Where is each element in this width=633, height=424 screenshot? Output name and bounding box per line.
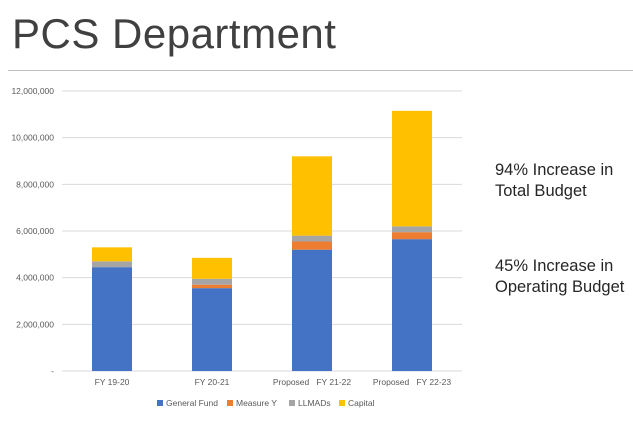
bars [92,110,432,371]
bar-segment [292,241,332,250]
bar-segment [392,232,432,240]
bar-segment [92,247,132,262]
y-tick-label: 2,000,000 [16,319,54,329]
legend-swatch [227,400,233,406]
y-axis-ticks: - 2,000,000 4,000,000 6,000,000 8,000,000 10,… [11,86,54,376]
legend-swatch [289,400,295,406]
bar-segment [292,235,332,242]
y-tick-label: - [51,366,54,376]
legend-swatch [157,400,163,406]
bar-segment [392,239,432,371]
bar-segment [92,261,132,268]
x-tick-label: Proposed FY 21-22 [273,377,352,387]
bar-segment [192,284,232,289]
x-tick-label: FY 20-21 [195,377,230,387]
y-tick-label: 8,000,000 [16,179,54,189]
stacked-bar-chart: - 2,000,000 4,000,000 6,000,000 8,000,000 10,… [11,86,462,408]
operating-budget-note: 45% Increase in Operating Budget [495,257,625,296]
y-tick-label: 6,000,000 [16,226,54,236]
x-tick-label: FY 19-20 [95,377,130,387]
legend: General Fund Measure Y LLMADs Capital [157,398,375,408]
slide-title: PCS Department [12,10,337,57]
bar-segment [192,278,232,285]
legend-swatch [339,400,345,406]
legend-label: General Fund [166,398,218,408]
x-axis-ticks: FY 19-20 FY 20-21 Proposed FY 21-22 Propose… [95,377,452,387]
bar-segment [92,267,132,371]
y-tick-label: 4,000,000 [16,273,54,283]
x-tick-label: Proposed FY 22-23 [373,377,452,387]
bar-segment [292,249,332,371]
legend-label: Capital [348,398,375,408]
bar-segment [392,226,432,233]
bar-segment [392,110,432,227]
y-tick-label: 10,000,000 [11,133,54,143]
bar-segment [192,257,232,279]
legend-label: Measure Y [236,398,277,408]
legend-label: LLMADs [298,398,331,408]
title-divider [8,70,633,71]
bar-segment [192,288,232,371]
total-budget-note: 94% Increase in Total Budget [495,161,614,200]
bar-segment [292,156,332,236]
y-tick-label: 12,000,000 [11,86,54,96]
